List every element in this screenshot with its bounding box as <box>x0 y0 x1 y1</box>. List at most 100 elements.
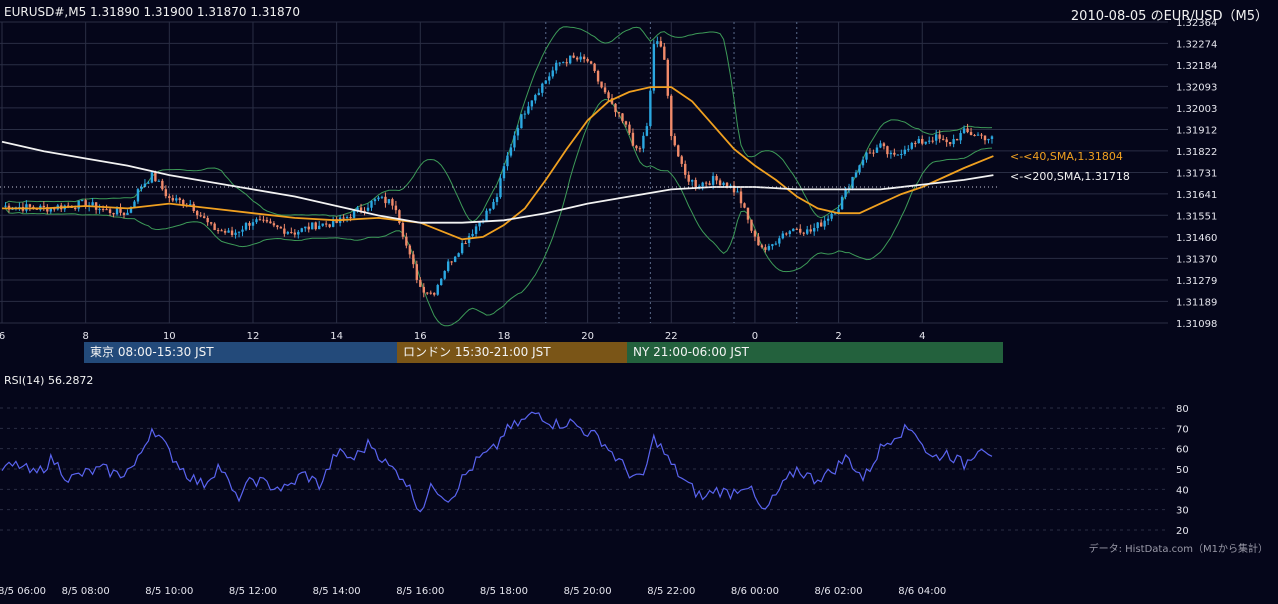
candle-body <box>499 178 502 198</box>
candle-body <box>133 201 136 208</box>
candle-body <box>46 207 49 212</box>
candle-body <box>272 223 276 226</box>
bollinger-upper <box>5 26 993 223</box>
candle-body <box>530 100 534 107</box>
candle-body <box>251 222 255 226</box>
candle-body <box>579 56 582 60</box>
candle-body <box>84 200 87 207</box>
candle-body <box>656 41 659 45</box>
candle-body <box>161 180 164 190</box>
candle-body <box>980 134 983 136</box>
candle-body <box>255 219 258 223</box>
x-tick-label: 14 <box>330 331 343 342</box>
candle-body <box>910 142 913 149</box>
candle-body <box>345 216 349 218</box>
candle-body <box>216 230 220 232</box>
candle-body <box>659 41 663 47</box>
y-tick-label: 1.32093 <box>1176 82 1217 93</box>
candle-body <box>666 59 669 96</box>
session-ny-label: NY 21:00-06:00 JST <box>633 345 749 359</box>
candle-body <box>704 182 708 184</box>
candle-body <box>952 139 955 145</box>
candle-body <box>122 212 126 215</box>
candle-body <box>621 113 624 122</box>
candle-body <box>450 261 453 263</box>
candle-body <box>962 128 966 134</box>
x-tick-label: 2 <box>835 331 841 342</box>
rsi-label: RSI(14) 56.2872 <box>4 374 94 387</box>
candle-body <box>352 210 356 218</box>
candle-body <box>628 124 631 133</box>
candle-body <box>140 186 143 190</box>
candle-body <box>401 222 405 237</box>
candle-body <box>541 83 544 93</box>
candle-body <box>934 134 938 141</box>
candle-body <box>746 207 750 220</box>
y-tick-label: 1.32274 <box>1176 39 1217 50</box>
candle-body <box>607 92 610 99</box>
candle-body <box>743 203 746 208</box>
candle-body <box>914 142 917 144</box>
candle-body <box>833 213 837 215</box>
candle-body <box>356 207 359 211</box>
candle-body <box>370 201 373 208</box>
candle-body <box>673 136 676 146</box>
x-tick-label: 0 <box>752 331 758 342</box>
candle-body <box>941 138 945 140</box>
candle-body <box>18 206 21 208</box>
candle-body <box>694 179 697 187</box>
candle-body <box>959 133 962 141</box>
candle-body <box>830 213 833 219</box>
candle-body <box>342 217 345 219</box>
candle-body <box>893 152 896 155</box>
candle-body <box>293 232 297 235</box>
candle-body <box>854 172 858 177</box>
candle-body <box>903 149 907 154</box>
candle-body <box>220 230 223 232</box>
candle-body <box>136 189 140 202</box>
y-tick-label: 1.31460 <box>1176 233 1217 244</box>
candle-body <box>924 141 927 144</box>
candle-body <box>412 254 415 265</box>
candle-body <box>241 229 244 232</box>
candle-body <box>126 212 129 215</box>
candle-body <box>419 279 422 287</box>
rsi-x-tick-label: 8/5 06:00 <box>0 586 46 597</box>
y-tick-label: 1.31912 <box>1176 125 1217 136</box>
candle-body <box>638 148 642 150</box>
candle-body <box>394 205 398 211</box>
candle-body <box>907 148 910 150</box>
candle-body <box>690 179 694 182</box>
candle-body <box>244 223 248 230</box>
session-ny: NY 21:00-06:00 JST <box>627 342 1003 363</box>
candle-body <box>652 44 656 91</box>
session-london-label: ロンドン 15:30-21:00 JST <box>403 345 551 359</box>
candle-body <box>635 145 638 149</box>
candle-body <box>900 153 903 155</box>
candle-body <box>237 231 241 233</box>
candle-body <box>760 245 764 248</box>
chart-title: 2010-08-05 のEUR/USD（M5） <box>1070 9 1268 24</box>
candle-body <box>670 95 673 137</box>
candle-body <box>478 222 481 227</box>
candle-body <box>715 176 718 181</box>
candle-body <box>677 145 680 157</box>
candle-body <box>774 243 778 245</box>
candle-body <box>568 55 572 64</box>
candle-body <box>921 138 924 144</box>
candle-body <box>331 218 335 227</box>
candle-body <box>147 182 150 184</box>
candle-body <box>199 215 202 217</box>
candle-body <box>701 182 704 187</box>
candle-body <box>969 132 973 136</box>
candle-body <box>802 232 805 234</box>
candle-body <box>875 147 879 153</box>
candle-body <box>328 224 331 227</box>
candle-body <box>80 200 84 202</box>
rsi-x-tick-label: 8/6 02:00 <box>815 586 863 597</box>
candle-body <box>757 236 760 246</box>
candle-body <box>844 188 847 197</box>
y-tick-label: 1.31098 <box>1176 319 1217 330</box>
candle-body <box>349 216 352 218</box>
